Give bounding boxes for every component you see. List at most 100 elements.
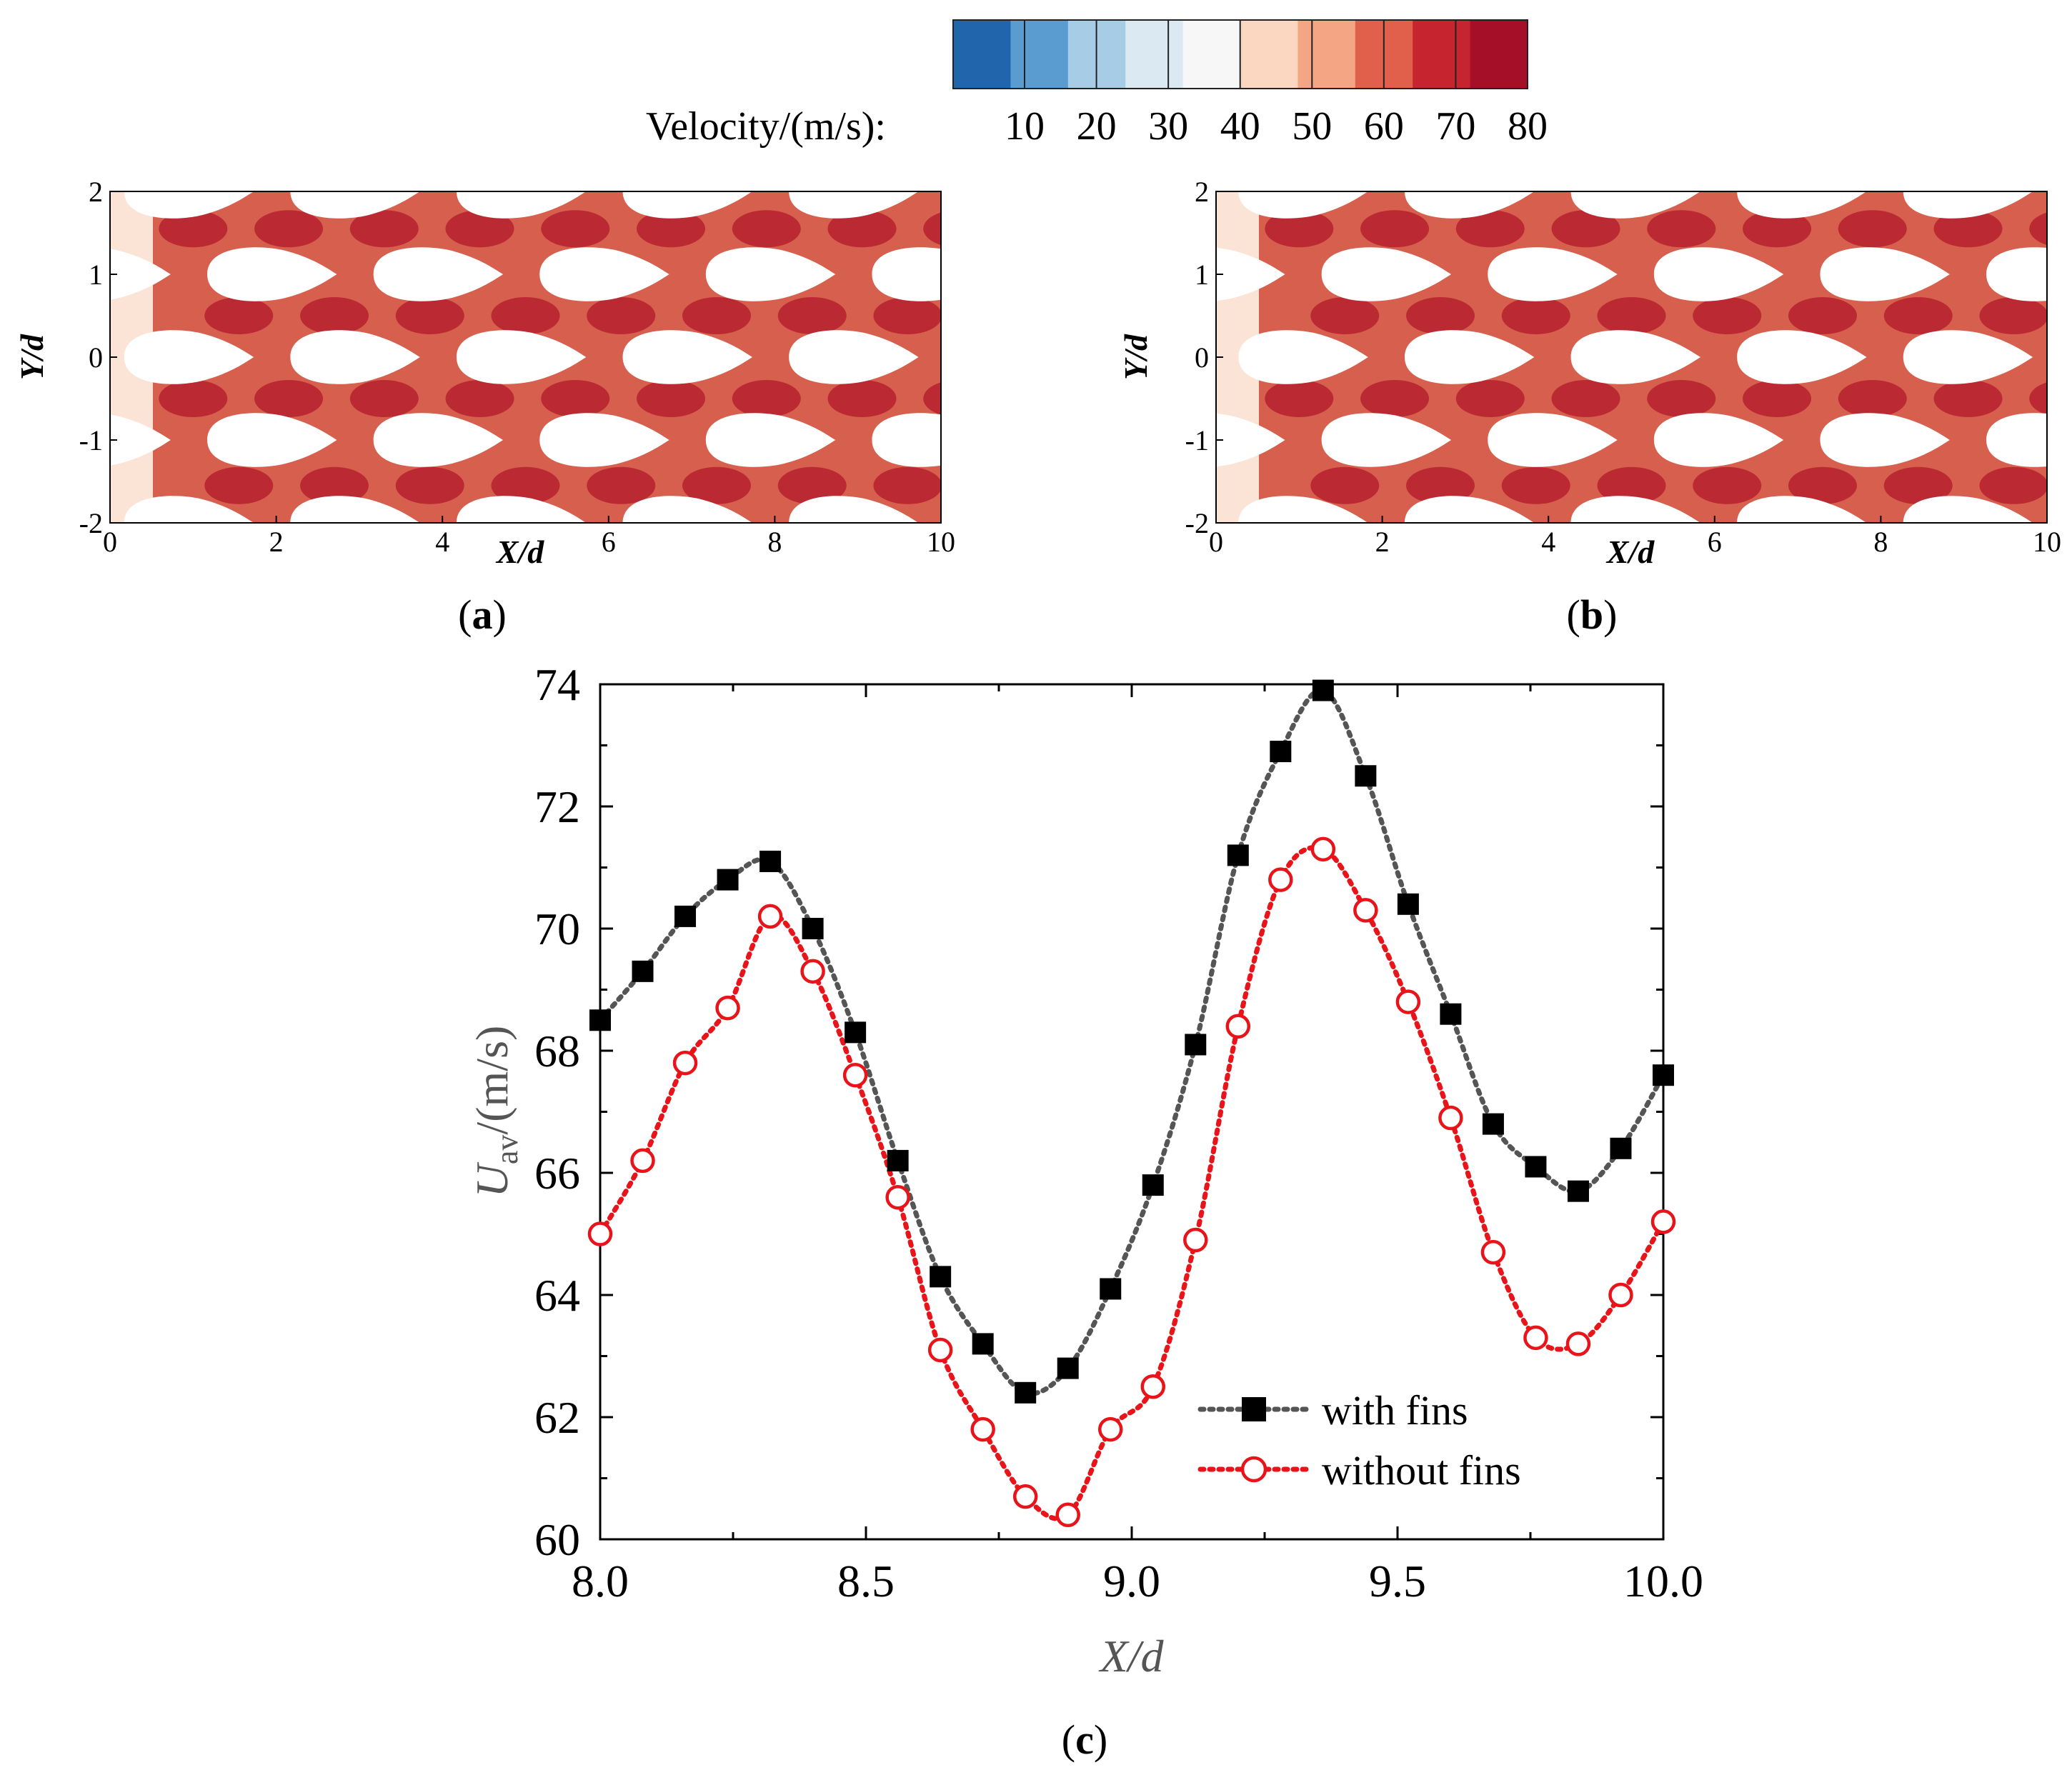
fin xyxy=(622,496,752,523)
high-velocity-zone xyxy=(1406,466,1475,504)
y-tick-label: 1 xyxy=(89,259,103,291)
data-point-without-fins xyxy=(800,959,825,984)
fin xyxy=(124,330,254,384)
high-velocity-zone xyxy=(541,380,610,417)
y-tick-label: -2 xyxy=(79,507,103,539)
data-point-without-fins xyxy=(1012,1484,1038,1509)
high-velocity-zone xyxy=(1933,380,2003,417)
x-axis-label-c: X/d xyxy=(1098,1631,1165,1681)
fin xyxy=(622,330,752,384)
high-velocity-zone xyxy=(1501,297,1570,334)
y-tick-label: -2 xyxy=(1185,507,1209,539)
low-velocity-wake xyxy=(969,344,1029,370)
panel-label-b: (b) xyxy=(1567,591,1618,638)
colorbar: Velocity/(m/s): 10 20 30 40 50 60 70 80 xyxy=(646,19,1548,149)
x-tick-label: 0 xyxy=(1209,526,1223,558)
fin xyxy=(1488,247,1618,301)
data-point-without-fins xyxy=(1055,1502,1080,1528)
high-velocity-zone xyxy=(349,210,419,248)
data-point-without-fins xyxy=(842,1062,868,1088)
high-velocity-zone xyxy=(254,380,324,417)
fin xyxy=(373,247,504,301)
y-tick-label: 1 xyxy=(1195,259,1209,291)
fin xyxy=(789,191,919,219)
axis-ticks-c xyxy=(599,683,1665,1541)
data-point-with-fins xyxy=(972,1333,994,1355)
fin xyxy=(1986,247,2047,301)
high-velocity-zone xyxy=(1979,297,2047,334)
panel-label-c: (c) xyxy=(1062,1716,1107,1763)
data-point-without-fins xyxy=(970,1416,995,1442)
legend-label-without-fins: without fins xyxy=(1322,1447,1521,1494)
y-tick-label: 72 xyxy=(534,781,580,832)
fin xyxy=(1903,496,2033,523)
legend-marker-with-fins xyxy=(1242,1397,1266,1421)
legend: with fins without fins xyxy=(1197,1387,1521,1494)
high-velocity-zone xyxy=(923,212,941,245)
data-point-without-fins xyxy=(1225,1014,1251,1039)
line-chart-panel-c: 60 62 64 66 68 70 72 74 8.0 8.5 9.0 9.5 10.0 X/d Ua… xyxy=(467,659,1703,1763)
data-point-with-fins xyxy=(1142,1174,1164,1196)
high-velocity-zone xyxy=(204,466,274,504)
y-tick-label: 64 xyxy=(534,1270,580,1321)
fin xyxy=(539,413,669,467)
data-point-without-fins xyxy=(1650,1209,1676,1234)
high-velocity-zone xyxy=(159,380,228,417)
fin xyxy=(456,496,587,523)
high-velocity-zone xyxy=(1647,210,1716,248)
high-velocity-zone xyxy=(491,297,560,334)
series-line-with-fins xyxy=(597,687,1666,1396)
data-point-with-fins xyxy=(1355,765,1377,787)
high-velocity-zone xyxy=(1883,466,1953,504)
high-velocity-zone xyxy=(349,380,419,417)
colorbar-tick-label: 80 xyxy=(1508,104,1548,149)
data-point-with-fins xyxy=(1312,679,1334,701)
fin xyxy=(872,413,941,467)
high-velocity-zone xyxy=(923,382,941,415)
fin xyxy=(290,330,420,384)
high-velocity-zone xyxy=(1838,380,1907,417)
data-point-with-fins xyxy=(845,1021,867,1044)
x-tick-label: 8.5 xyxy=(837,1556,895,1606)
fin xyxy=(1321,413,1452,467)
y-axis-label-a: Y/d xyxy=(14,334,50,380)
high-velocity-zone xyxy=(300,466,369,504)
high-velocity-zone xyxy=(1788,466,1857,504)
data-point-without-fins xyxy=(885,1184,910,1210)
high-velocity-zone xyxy=(2029,212,2047,245)
fin xyxy=(1653,247,1784,301)
colorbar-tick-labels: 10 20 30 40 50 60 70 80 xyxy=(1005,104,1548,149)
low-velocity-wake xyxy=(969,510,1029,536)
fin-shapes-b xyxy=(1216,191,2047,523)
data-point-without-fins xyxy=(1140,1374,1166,1399)
x-axis-label-a: X/d xyxy=(495,534,544,570)
x-tick-label: 6 xyxy=(602,526,616,558)
high-velocity-zone xyxy=(541,210,610,248)
fin xyxy=(789,330,919,384)
fin xyxy=(1986,413,2047,467)
data-point-with-fins xyxy=(1015,1381,1037,1404)
high-velocity-zone xyxy=(1501,466,1570,504)
x-tick-label: 0 xyxy=(103,526,117,558)
data-point-with-fins xyxy=(632,960,654,982)
x-tick-label: 4 xyxy=(435,526,449,558)
fin xyxy=(1903,191,2033,219)
colorbar-cell xyxy=(1010,20,1069,89)
colorbar-tick-label: 50 xyxy=(1292,104,1332,149)
fin xyxy=(1737,496,1867,523)
x-tick-label: 10.0 xyxy=(1623,1556,1703,1606)
high-velocity-zone xyxy=(1597,466,1666,504)
high-velocity-zone xyxy=(1310,297,1380,334)
y-tick-label: -1 xyxy=(1185,424,1209,456)
panel-label-a: (a) xyxy=(458,591,507,638)
high-velocity-zone xyxy=(637,380,706,417)
high-velocity-zone xyxy=(1360,210,1430,248)
data-point-with-fins xyxy=(589,1009,611,1031)
data-point-with-fins xyxy=(1653,1064,1674,1086)
series-markers-c xyxy=(587,679,1676,1528)
high-velocity-zone xyxy=(395,297,464,334)
data-point-with-fins xyxy=(802,918,824,939)
high-velocity-zone xyxy=(873,297,941,334)
